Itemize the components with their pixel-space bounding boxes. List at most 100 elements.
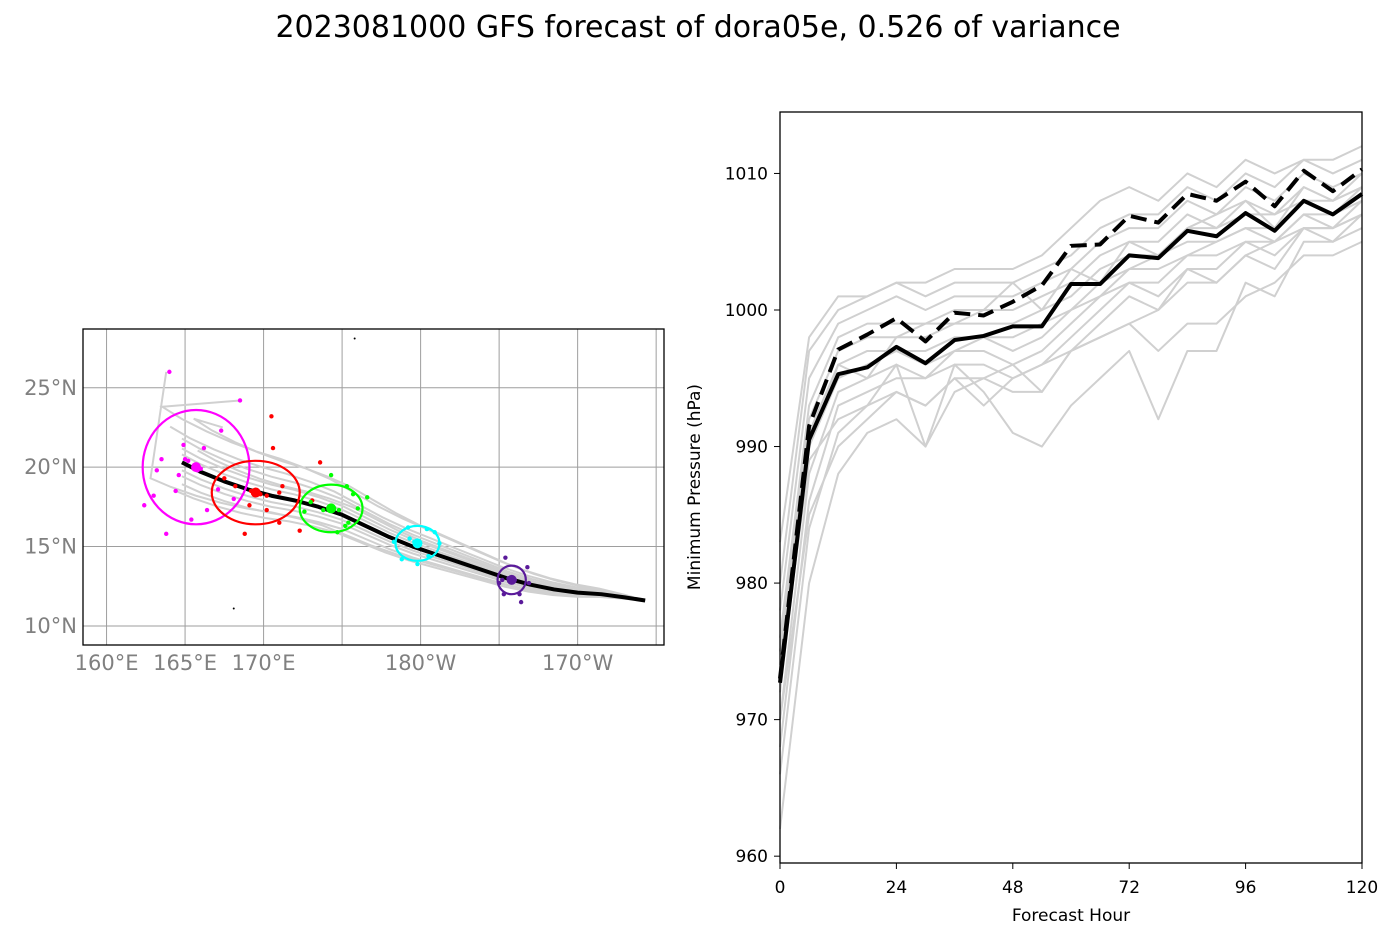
map-ensemble-position-dot — [201, 445, 207, 451]
pressure-ensemble-line — [779, 213, 1363, 679]
map-ensemble-position-dot — [176, 472, 181, 478]
map-ensemble-position-dot — [218, 428, 224, 433]
map-ensemble-track — [149, 371, 646, 602]
map-ensemble-position-dot — [407, 536, 412, 541]
map-ensemble-position-dot — [269, 414, 274, 419]
map-ensemble-position-dot — [247, 503, 252, 508]
pressure-x-tick-label: 48 — [1002, 878, 1024, 898]
map-ensemble-position-dot — [302, 509, 307, 514]
pressure-x-tick-label: 72 — [1118, 878, 1140, 898]
map-lon-tick-label: 170°E — [232, 651, 296, 675]
map-lat-tick-label: 25°N — [24, 376, 77, 400]
map-ensemble-position-dot — [186, 458, 191, 463]
pressure-ensemble-line — [779, 240, 1363, 720]
map-ensemble-position-dot — [189, 517, 194, 522]
map-tick-labels: 160°E 165°E 170°E 180°W 170°W 10°N 15°N 20°N 25°… — [24, 376, 613, 675]
pressure-y-tick-label: 990 — [736, 438, 768, 458]
map-ensemble-position-dot — [231, 496, 236, 502]
map-ensemble-position-dot — [317, 460, 323, 465]
map-ensemble-position-dot — [277, 520, 282, 525]
map-lon-tick-label: 160°E — [75, 651, 139, 675]
map-ensemble-position-dot — [233, 484, 238, 489]
map-ensemble-position-dot — [242, 531, 247, 537]
map-ensemble-track — [181, 437, 646, 602]
map-ensemble-position-dot — [355, 506, 360, 511]
pressure-ensemble-line — [779, 200, 1363, 720]
map-mean-position-dot — [250, 487, 261, 498]
map-ensemble-position-dot — [415, 561, 420, 567]
map-ensemble-position-dot — [237, 398, 243, 403]
map-mean-position-dot — [326, 503, 337, 514]
pressure-ensemble-line — [779, 227, 1363, 829]
map-mean-position-dot — [412, 538, 423, 549]
pressure-ensemble-line — [779, 145, 1363, 543]
map-ensemble-position-dot — [264, 507, 269, 513]
map-ensemble-position-dot — [518, 599, 524, 605]
map-frame — [82, 328, 665, 646]
map-lat-tick-label: 20°N — [24, 455, 77, 479]
pressure-x-tick-label: 96 — [1235, 878, 1257, 898]
map-spread-ellipse — [298, 483, 364, 534]
pressure-ensemble-line — [779, 186, 1363, 652]
pressure-mean-line — [778, 192, 1364, 683]
map-marker-dot — [232, 607, 235, 610]
map-ensemble-position-dot — [142, 503, 147, 508]
map-spread-ellipse — [394, 524, 441, 562]
map-ensemble-position-dot — [181, 442, 186, 448]
map-ensemble-position-dot — [336, 507, 342, 513]
map-ensemble-position-dot — [308, 499, 313, 505]
pressure-ensemble-line — [779, 213, 1363, 775]
pressure-x-tick-label: 24 — [886, 878, 908, 898]
pressure-lines — [778, 145, 1364, 829]
map-ensemble-tracks — [149, 371, 646, 602]
map-ensemble-position-dot — [277, 490, 282, 495]
pressure-ensemble-line — [779, 186, 1363, 652]
map-lon-tick-label: 165°E — [153, 651, 217, 675]
map-mean-position-dot — [506, 574, 517, 585]
figure-title: 2023081000 GFS forecast of dora05e, 0.52… — [275, 10, 1121, 45]
pressure-ensemble-line — [779, 213, 1363, 748]
pressure-dashed-line — [778, 167, 1364, 679]
pressure-y-tick-label: 1000 — [725, 301, 768, 321]
map-ensemble-position-dot — [204, 507, 210, 513]
map-ensemble-position-dot — [346, 520, 351, 525]
map-ensemble-position-dot — [399, 557, 404, 562]
map-ensemble-position-dot — [365, 495, 370, 500]
map-ensemble-position-dot — [264, 493, 269, 498]
pressure-frame — [779, 111, 1363, 864]
pressure-y-axis-label: Minimum Pressure (hPa) — [685, 384, 705, 590]
pressure-y-tick-label: 980 — [736, 574, 768, 594]
map-ensemble-position-dot — [222, 476, 227, 481]
pressure-y-tick-label: 970 — [736, 711, 768, 731]
map-ensemble-position-dot — [280, 484, 285, 489]
map-ensemble-position-dot — [503, 555, 508, 560]
map-ensemble-position-dot — [270, 445, 276, 451]
map-lon-tick-label: 170°W — [542, 651, 614, 675]
map-ensemble-position-dot — [159, 457, 164, 462]
pressure-ensemble-line — [779, 186, 1363, 666]
map-ensemble-position-dot — [151, 493, 156, 498]
pressure-ensemble-line — [779, 199, 1363, 693]
map-lat-tick-label: 15°N — [24, 535, 77, 559]
map-ensemble-position-dot — [154, 468, 160, 473]
map-ensemble-position-dot — [321, 507, 326, 513]
map-spread-ellipses — [141, 337, 532, 610]
pressure-ticks: 0 24 48 72 96 120 960 970 980 990 1000 1010 — [725, 164, 1378, 898]
map-ensemble-position-dot — [215, 487, 221, 492]
map-ensemble-position-dot — [167, 369, 172, 375]
map-spread-ellipse — [141, 408, 251, 526]
pressure-x-tick-label: 0 — [775, 878, 786, 898]
map-ensemble-position-dot — [173, 488, 178, 494]
map-mean-position-dot — [191, 462, 202, 473]
pressure-y-tick-label: 1010 — [725, 164, 768, 184]
map-ensemble-position-dot — [164, 531, 169, 537]
pressure-y-tick-label: 960 — [736, 847, 768, 867]
map-ensemble-position-dot — [526, 580, 532, 586]
map-ensemble-position-dot — [525, 564, 530, 570]
pressure-x-tick-label: 120 — [1346, 878, 1378, 898]
map-lat-tick-label: 10°N — [24, 614, 77, 638]
map-ensemble-position-dot — [297, 528, 302, 533]
map-marker-dot — [353, 337, 356, 340]
map-ensemble-position-dot — [500, 577, 505, 583]
